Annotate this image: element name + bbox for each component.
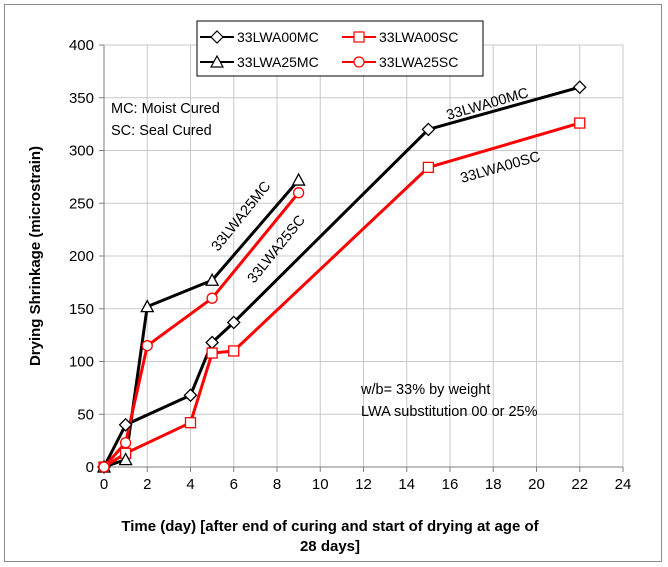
legend-label-33lwa00sc: 33LWA00SC	[379, 29, 458, 45]
point-33lwa00mc	[118, 417, 133, 432]
x-tick-label: 18	[485, 476, 502, 493]
point-33lwa00mc	[572, 80, 587, 95]
y-tick-label: 200	[69, 248, 94, 265]
legend-marker-triangle-icon	[209, 54, 225, 68]
point-33lwa25mc	[205, 272, 220, 286]
point-33lwa25sc	[98, 461, 110, 473]
point-33lwa25sc	[206, 292, 218, 304]
legend-marker-square-icon	[353, 31, 365, 43]
legend-marker-circle-icon	[353, 56, 365, 68]
series-line-33lwa25sc	[102, 191, 300, 468]
mix-note-wb: w/b= 33% by weight	[360, 382, 490, 398]
point-33lwa00sc	[228, 345, 240, 357]
legend-label-33lwa00mc: 33LWA00MC	[237, 29, 319, 45]
legend-item-33lwa00sc: 33LWA00SC	[342, 29, 458, 45]
curing-note-sc: SC: Seal Cured	[111, 123, 212, 139]
curing-note-mc: MC: Moist Cured	[111, 101, 220, 117]
inline-label-33lwa25mc: 33LWA25MC	[209, 179, 275, 255]
series-markers	[96, 80, 587, 474]
series-line-33lwa25mc	[103, 179, 300, 469]
x-tick-label: 24	[615, 476, 632, 493]
point-33lwa25sc	[119, 437, 132, 449]
y-tick-label: 150	[69, 301, 94, 318]
legend-item-33lwa00mc: 33LWA00MC	[200, 29, 319, 45]
point-33lwa25sc	[141, 340, 153, 352]
x-tick-label: 20	[528, 476, 545, 493]
x-tick-label: 2	[143, 476, 151, 493]
y-tick-label: 350	[69, 90, 94, 107]
legend-box	[196, 20, 484, 77]
point-33lwa25mc	[118, 452, 133, 466]
y-tick-label: 100	[69, 354, 94, 371]
x-axis-title-line2: 28 days]	[300, 538, 360, 555]
point-33lwa25mc	[291, 172, 306, 186]
point-33lwa00sc	[206, 347, 218, 359]
x-tick-label: 8	[273, 476, 281, 493]
y-axis-title: Drying Shrinkage (microstrain)	[27, 146, 44, 366]
point-33lwa00mc	[183, 388, 198, 403]
legend-label-33lwa25sc: 33LWA25SC	[379, 54, 458, 70]
legend-item-33lwa25sc: 33LWA25SC	[342, 54, 458, 70]
x-tick-label: 16	[442, 476, 459, 493]
point-33lwa00sc	[184, 417, 197, 429]
legend-label-33lwa25mc: 33LWA25MC	[237, 54, 319, 70]
x-tick-label: 6	[230, 476, 238, 493]
y-tick-label: 300	[69, 143, 94, 160]
legend: 33LWA00MC 33LWA00SC 33LWA25MC 33LWA25SC	[196, 20, 484, 77]
point-33lwa00sc	[422, 161, 435, 174]
x-tick-label: 22	[571, 476, 588, 493]
chart-frame	[4, 4, 662, 562]
legend-item-33lwa25mc: 33LWA25MC	[200, 54, 319, 70]
point-33lwa00sc	[574, 117, 586, 129]
y-tick-label: 250	[69, 195, 94, 212]
point-33lwa00mc	[226, 315, 241, 330]
legend-marker-diamond-icon	[210, 30, 224, 44]
tick-labels: 0 2 4 6 8 10 12 14 16 18 20 22 240501001502002503003…	[69, 37, 631, 493]
mix-note-lwa: LWA substitution 00 or 25%	[361, 404, 538, 420]
y-tick-label: 0	[86, 459, 94, 476]
point-33lwa00mc	[421, 122, 436, 137]
point-33lwa25sc	[292, 187, 305, 199]
y-tick-label: 50	[77, 406, 94, 423]
x-tick-label: 10	[312, 476, 329, 493]
x-tick-label: 0	[100, 476, 108, 493]
x-tick-label: 14	[398, 476, 415, 493]
y-tick-label: 400	[69, 37, 94, 54]
axes	[99, 44, 624, 472]
x-tick-label: 4	[186, 476, 194, 493]
x-axis-title-line1: Time (day) [after end of curing and star…	[121, 518, 539, 535]
point-33lwa25mc	[140, 299, 155, 313]
grid	[104, 44, 624, 467]
x-tick-label: 12	[355, 476, 372, 493]
